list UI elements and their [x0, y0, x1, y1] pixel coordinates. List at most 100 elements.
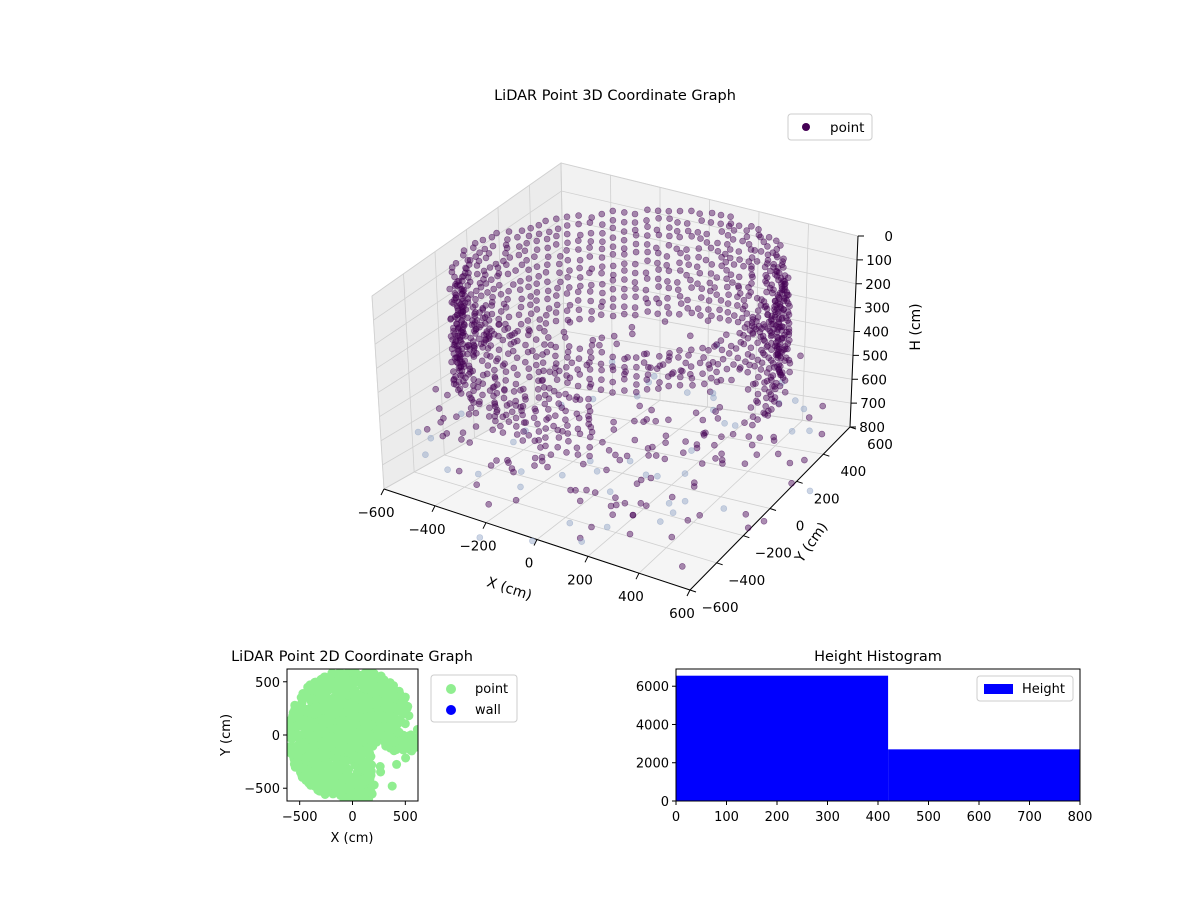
point-marker	[587, 229, 595, 237]
point-marker	[631, 304, 639, 311]
point-marker	[775, 320, 782, 327]
point-marker	[503, 402, 511, 409]
point-marker	[755, 322, 763, 330]
point-marker	[526, 373, 533, 381]
point-marker	[665, 242, 673, 249]
point-2d-marker	[412, 725, 418, 734]
point-marker	[470, 353, 478, 360]
point-marker	[708, 261, 716, 268]
point-marker	[525, 431, 533, 439]
point-marker	[765, 365, 773, 372]
point-marker	[458, 273, 466, 281]
point-marker	[585, 412, 592, 420]
point-marker	[735, 222, 743, 230]
point-marker	[724, 232, 732, 239]
point-marker	[544, 406, 552, 413]
point-marker	[609, 224, 617, 232]
point-marker	[443, 430, 451, 437]
point-marker	[484, 289, 491, 296]
point-marker	[678, 563, 686, 570]
point-marker	[502, 368, 510, 376]
point-marker	[447, 333, 455, 340]
point-marker	[517, 483, 524, 491]
point-marker	[554, 284, 561, 292]
point-2d-marker	[329, 709, 339, 719]
point-marker	[495, 281, 503, 289]
point-marker	[527, 224, 535, 232]
chart-2d-title: LiDAR Point 2D Coordinate Graph	[231, 649, 473, 665]
point-marker	[474, 383, 481, 391]
point-marker	[552, 292, 560, 299]
point-marker	[501, 360, 508, 368]
point-marker	[631, 210, 639, 218]
point-marker	[788, 479, 795, 487]
point-marker	[598, 221, 606, 228]
point-marker	[588, 214, 596, 221]
point-marker	[609, 285, 617, 293]
x-tick-label-hist: 200	[765, 810, 790, 825]
legend-3d: point	[787, 113, 873, 141]
point-marker	[542, 268, 550, 276]
point-marker	[461, 381, 469, 389]
point-marker	[523, 239, 531, 247]
point-marker	[495, 332, 502, 340]
point-marker	[654, 259, 661, 267]
point-marker	[609, 276, 617, 284]
point-marker	[519, 385, 527, 393]
point-marker	[786, 359, 794, 367]
point-2d-marker	[309, 773, 319, 783]
point-marker	[744, 368, 752, 376]
point-marker	[757, 248, 765, 255]
point-marker	[609, 243, 617, 250]
point-marker	[564, 354, 571, 361]
legend-2d-point-marker	[446, 684, 456, 694]
point-marker	[642, 295, 650, 303]
point-marker	[717, 220, 725, 228]
point-marker	[652, 244, 660, 252]
grid-line	[380, 330, 853, 442]
point-marker	[552, 352, 559, 360]
point-marker	[676, 373, 684, 381]
point-marker	[603, 523, 611, 531]
point-marker	[748, 223, 755, 230]
point-marker	[786, 368, 793, 376]
point-marker	[707, 219, 715, 226]
point-marker	[684, 516, 692, 524]
point-2d-marker	[357, 670, 367, 680]
point-marker	[500, 257, 507, 265]
point-marker	[743, 227, 751, 234]
point-marker	[726, 246, 734, 253]
point-marker	[576, 256, 584, 264]
point-marker	[663, 261, 671, 269]
point-marker	[719, 460, 726, 467]
point-marker	[493, 457, 500, 464]
point-marker	[716, 306, 723, 314]
y-tick-label-2d: 0	[272, 729, 280, 744]
point-marker	[784, 345, 791, 353]
point-marker	[747, 288, 755, 296]
point-marker	[753, 451, 761, 459]
y-tick-label: −200	[755, 546, 792, 562]
point-marker	[527, 310, 535, 318]
z-tick-label: 500	[862, 348, 888, 364]
point-2d-marker	[388, 690, 398, 700]
point-marker	[686, 370, 694, 378]
point-marker	[727, 213, 734, 220]
point-marker	[499, 413, 507, 421]
point-marker	[620, 310, 628, 318]
point-marker	[734, 318, 742, 326]
point-2d-marker	[296, 745, 306, 755]
point-marker	[631, 219, 639, 226]
point-marker	[473, 262, 481, 269]
legend-3d-marker	[802, 123, 810, 131]
point-marker	[535, 394, 543, 401]
point-marker	[493, 406, 501, 414]
point-marker	[714, 248, 722, 255]
point-marker	[643, 232, 651, 239]
point-marker	[695, 253, 702, 261]
x-axis-label: X (cm)	[485, 574, 534, 604]
point-marker	[540, 367, 547, 375]
point-marker	[536, 316, 544, 323]
point-marker	[462, 306, 470, 313]
point-marker	[479, 236, 487, 244]
